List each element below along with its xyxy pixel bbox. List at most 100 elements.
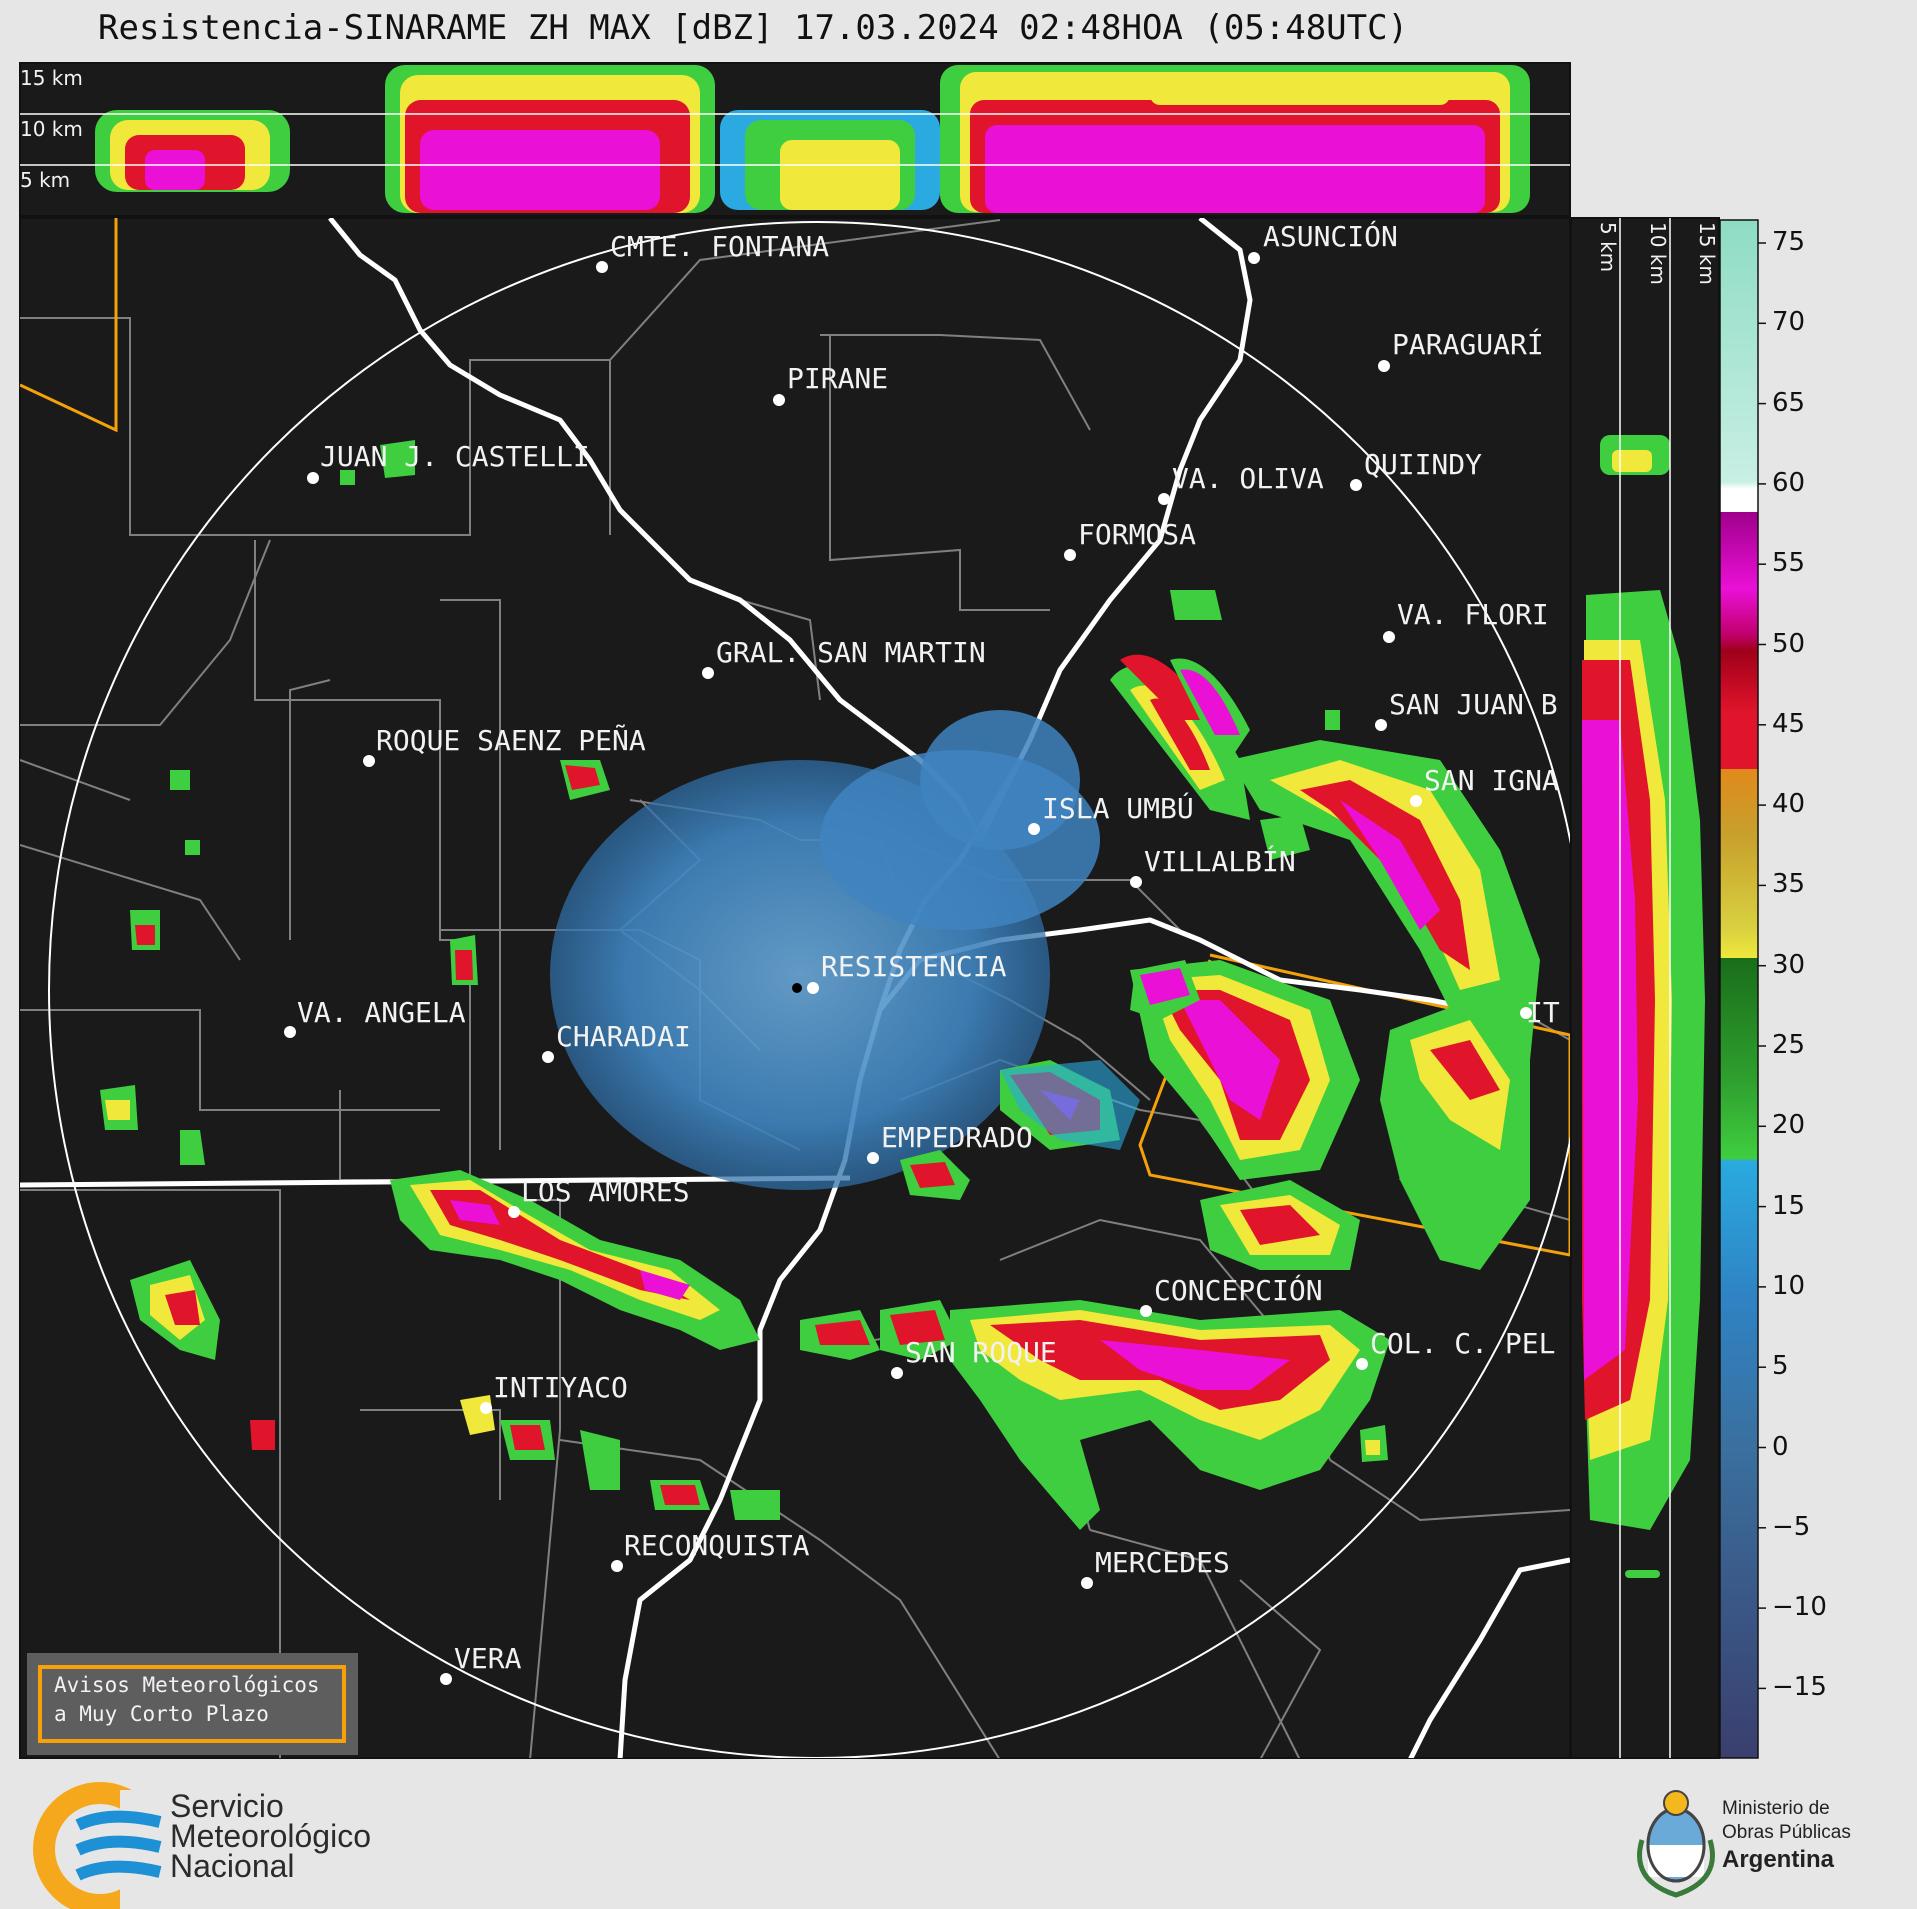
city-label-va-flori: VA. FLORI xyxy=(1397,598,1549,631)
city-label-va-angela: VA. ANGELA xyxy=(297,996,466,1029)
city-marker-mercedes xyxy=(1081,1577,1093,1589)
ministerio-line-1: Ministerio de xyxy=(1722,1798,1830,1819)
side-label-15km: 15 km xyxy=(1695,222,1719,285)
height-panel-top xyxy=(19,62,1571,217)
city-marker-quiindy xyxy=(1350,479,1362,491)
city-marker-formosa xyxy=(1064,549,1076,561)
colorbar-tick-label: 65 xyxy=(1772,387,1806,418)
city-label-villalbin: VILLALBÍN xyxy=(1144,845,1296,878)
colorbar-tick-label: −5 xyxy=(1772,1511,1811,1542)
city-label-concepcion: CONCEPCIÓN xyxy=(1154,1274,1323,1307)
city-label-col-c-pel: COL. C. PEL xyxy=(1370,1327,1556,1360)
city-label-reconquista: RECONQUISTA xyxy=(624,1529,810,1562)
height-echoes-top xyxy=(95,65,1530,213)
colorbar-tick-label: 20 xyxy=(1772,1110,1806,1141)
city-marker-asuncion xyxy=(1248,252,1260,264)
city-marker-pirane xyxy=(773,394,785,406)
city-label-san-roque: SAN ROQUE xyxy=(905,1336,1057,1369)
colorbar-tick-label: 45 xyxy=(1772,708,1806,739)
colorbar-tick-label: 75 xyxy=(1772,227,1806,257)
city-label-resistencia: RESISTENCIA xyxy=(821,950,1007,983)
city-marker-intiyaco xyxy=(480,1402,492,1414)
city-label-isla-umbu: ISLA UMBÚ xyxy=(1042,792,1194,825)
city-marker-concepcion xyxy=(1140,1305,1152,1317)
city-label-juan-j-castelli: JUAN J. CASTELLI xyxy=(320,440,590,473)
smn-line-1: Servicio xyxy=(170,1788,284,1824)
city-label-vera: VERA xyxy=(454,1642,522,1675)
chart-title: Resistencia-SINARAME ZH MAX [dBZ] 17.03.… xyxy=(98,8,1409,48)
coat-of-arms-icon xyxy=(1637,1790,1715,1898)
city-marker-juan-j-castelli xyxy=(307,472,319,484)
height-label-15km: 15 km xyxy=(20,66,83,90)
colorbar-tick-label: 35 xyxy=(1772,869,1806,900)
city-marker-charadai xyxy=(542,1051,554,1063)
city-label-charadai: CHARADAI xyxy=(556,1020,691,1053)
colorbar xyxy=(1719,219,1766,1759)
city-marker-roque-saenz-pena xyxy=(363,755,375,767)
city-label-gral-san-martin: GRAL. SAN MARTIN xyxy=(716,636,986,669)
city-label-san-juan-b: SAN JUAN B xyxy=(1389,688,1558,721)
colorbar-tick-label: 40 xyxy=(1772,789,1806,820)
colorbar-tick-label: 15 xyxy=(1772,1190,1806,1221)
city-marker-villalbin xyxy=(1130,876,1142,888)
radar-site-icon xyxy=(792,983,802,993)
city-marker-vera xyxy=(440,1673,452,1685)
avisos-frame: Avisos Meteorológicos a Muy Corto Plazo xyxy=(38,1665,346,1743)
colorbar-tick-label: 30 xyxy=(1772,949,1806,980)
city-marker-paraguari xyxy=(1378,360,1390,372)
smn-logo-icon xyxy=(33,1782,170,1909)
city-label-intiyaco: INTIYACO xyxy=(493,1371,628,1404)
side-label-5km: 5 km xyxy=(1596,222,1620,273)
city-marker-san-igna xyxy=(1410,795,1422,807)
colorbar-tick-label: 25 xyxy=(1772,1030,1806,1060)
city-markers xyxy=(284,252,1532,1685)
city-marker-san-roque xyxy=(891,1367,903,1379)
height-panel-side xyxy=(1570,217,1720,1759)
avisos-line-1: Avisos Meteorológicos xyxy=(54,1673,320,1697)
city-label-empedrado: EMPEDRADO xyxy=(881,1121,1033,1154)
avisos-box[interactable]: Avisos Meteorológicos a Muy Corto Plazo xyxy=(27,1653,358,1755)
colorbar-tick-label: 10 xyxy=(1772,1270,1806,1301)
city-label-formosa: FORMOSA xyxy=(1078,518,1197,551)
avisos-line-2: a Muy Corto Plazo xyxy=(54,1702,269,1726)
city-label-va-oliva: VA. OLIVA xyxy=(1172,462,1324,495)
side-label-10km: 10 km xyxy=(1646,222,1670,285)
colorbar-tick-label: 50 xyxy=(1772,628,1806,659)
colorbar-tick-label: −10 xyxy=(1772,1592,1827,1623)
city-label-it: IT xyxy=(1526,996,1560,1029)
city-marker-resistencia xyxy=(807,982,819,994)
city-marker-va-flori xyxy=(1383,631,1395,643)
city-label-pirane: PIRANE xyxy=(787,362,889,395)
ministerio-line-2: Obras Públicas xyxy=(1722,1822,1851,1843)
city-marker-cmte-fontana xyxy=(596,261,608,273)
city-marker-empedrado xyxy=(867,1152,879,1164)
colorbar-tick-label: 70 xyxy=(1772,307,1806,338)
height-label-10km: 10 km xyxy=(20,117,83,141)
city-marker-los-amores xyxy=(508,1206,520,1218)
city-marker-isla-umbu xyxy=(1028,823,1040,835)
city-marker-reconquista xyxy=(611,1560,623,1572)
radar-map xyxy=(19,217,1571,1759)
city-label-san-igna: SAN IGNA xyxy=(1424,764,1559,797)
city-label-mercedes: MERCEDES xyxy=(1095,1546,1230,1579)
city-marker-it xyxy=(1520,1007,1532,1019)
city-label-cmte-fontana: CMTE. FONTANA xyxy=(610,230,830,263)
city-marker-va-angela xyxy=(284,1026,296,1038)
radar-echoes xyxy=(100,440,1540,1530)
smn-line-2: Meteorológico xyxy=(170,1818,371,1854)
city-marker-col-c-pel xyxy=(1356,1358,1368,1370)
colorbar-tick-label: 0 xyxy=(1772,1431,1789,1462)
city-label-paraguari: PARAGUARÍ xyxy=(1392,328,1544,361)
colorbar-tick-label: 55 xyxy=(1772,548,1806,579)
city-label-roque-saenz-pena: ROQUE SAENZ PEÑA xyxy=(376,724,646,757)
city-label-asuncion: ASUNCIÓN xyxy=(1263,220,1398,253)
range-ring xyxy=(48,221,1570,1758)
height-label-5km: 5 km xyxy=(20,168,71,192)
smn-line-3: Nacional xyxy=(170,1848,295,1884)
city-marker-gral-san-martin xyxy=(702,667,714,679)
ministerio-line-3: Argentina xyxy=(1722,1846,1835,1873)
colorbar-tick-label: −15 xyxy=(1772,1672,1827,1703)
city-label-quiindy: QUIINDY xyxy=(1364,448,1483,481)
city-label-los-amores: LOS AMORES xyxy=(521,1175,690,1208)
